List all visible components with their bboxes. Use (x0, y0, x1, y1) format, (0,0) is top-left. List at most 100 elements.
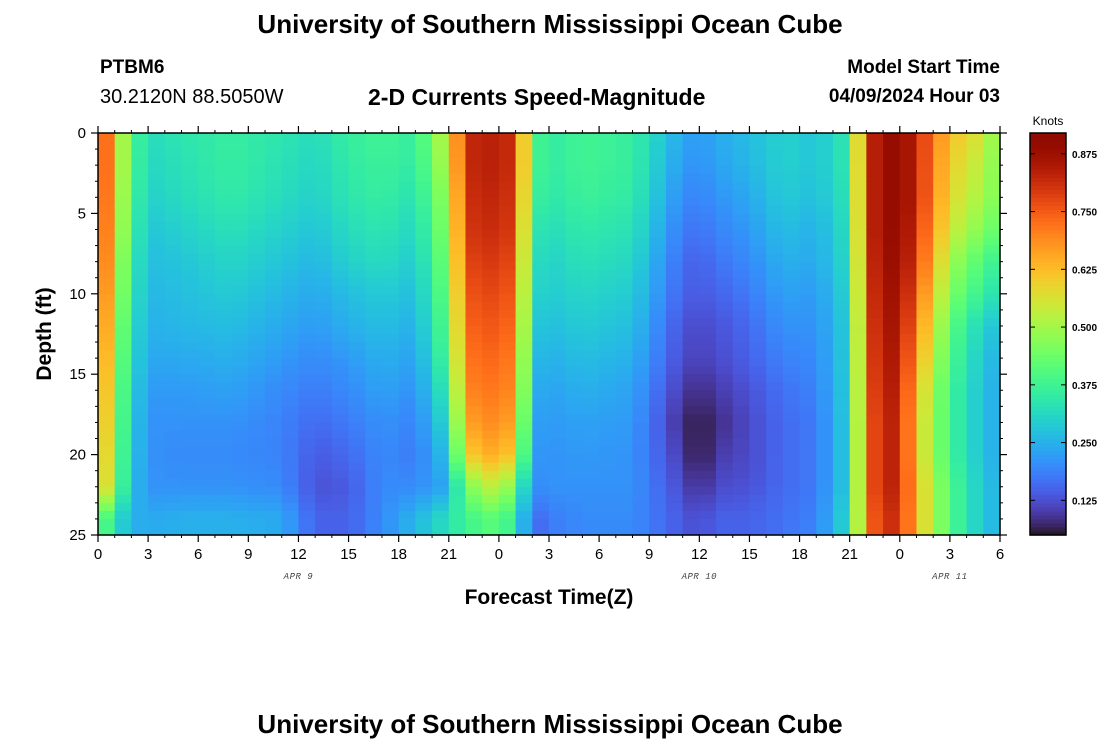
heatmap-cell (565, 502, 583, 512)
y-tick-label: 5 (78, 205, 86, 222)
heatmap-cell (415, 334, 433, 343)
heatmap-cell (482, 438, 500, 448)
heatmap-cell (549, 197, 567, 206)
heatmap-cell (899, 181, 918, 190)
heatmap-cell (716, 253, 734, 263)
heatmap-cell (933, 317, 951, 327)
heatmap-cell (231, 334, 249, 343)
heatmap-cell (448, 454, 467, 464)
heatmap-cell (699, 245, 717, 255)
heatmap-cell (532, 422, 550, 432)
heatmap-cell (983, 446, 1001, 456)
heatmap-cell (565, 358, 583, 367)
heatmap-cell (214, 149, 233, 158)
heatmap-cell (164, 382, 183, 391)
heatmap-cell (615, 510, 634, 520)
heatmap-cell (532, 173, 550, 182)
heatmap-cell (348, 165, 366, 174)
heatmap-cell (265, 301, 283, 311)
heatmap-cell (398, 317, 416, 327)
heatmap-cell (465, 157, 483, 166)
heatmap-cell (114, 325, 132, 335)
heatmap-cell (799, 173, 817, 182)
heatmap-cell (281, 173, 300, 182)
heatmap-cell (799, 374, 817, 383)
heatmap-cell (432, 454, 450, 464)
heatmap-cell (665, 366, 684, 375)
heatmap-cell (949, 205, 968, 214)
heatmap-cell (448, 398, 467, 407)
heatmap-cell (933, 430, 951, 440)
heatmap-cell (298, 486, 316, 496)
heatmap-cell (782, 398, 801, 407)
heatmap-cell (148, 237, 166, 247)
heatmap-cell (966, 366, 984, 375)
x-tick-label: 0 (896, 546, 904, 563)
heatmap-cell (866, 221, 884, 231)
heatmap-cell (916, 213, 934, 223)
heatmap-cell (716, 446, 734, 456)
heatmap-cell (348, 301, 366, 311)
colorbar-swatch (1030, 494, 1066, 500)
heatmap-cell (315, 293, 333, 303)
heatmap-cell (114, 382, 132, 391)
heatmap-cell (398, 157, 416, 166)
heatmap-cell (916, 390, 934, 399)
heatmap-cell (565, 518, 583, 528)
heatmap-cell (799, 430, 817, 440)
heatmap-cell (632, 181, 650, 190)
heatmap-cell (348, 526, 366, 536)
heatmap-cell (298, 358, 316, 367)
heatmap-cell (198, 293, 216, 303)
heatmap-cell (381, 221, 400, 231)
heatmap-cell (649, 406, 667, 415)
heatmap-cell (265, 510, 283, 520)
heatmap-cell (582, 398, 600, 407)
heatmap-cell (398, 197, 416, 206)
heatmap-cell (816, 350, 834, 359)
heatmap-cell (649, 213, 667, 223)
heatmap-cell (615, 446, 634, 456)
heatmap-cell (331, 414, 350, 424)
heatmap-cell (131, 358, 149, 367)
heatmap-cell (181, 390, 199, 399)
heatmap-cell (398, 213, 416, 223)
heatmap-cell (983, 269, 1001, 279)
heatmap-cell (131, 390, 149, 399)
heatmap-cell (716, 390, 734, 399)
heatmap-cell (549, 366, 567, 375)
heatmap-cell (716, 526, 734, 536)
heatmap-cell (883, 133, 901, 142)
heatmap-cell (816, 141, 834, 150)
heatmap-cell (164, 189, 183, 198)
heatmap-cell (498, 422, 517, 432)
heatmap-cell (866, 181, 884, 190)
heatmap-cell (148, 518, 166, 528)
heatmap-cell (849, 173, 867, 182)
heatmap-cell (665, 285, 684, 295)
heatmap-cell (866, 133, 884, 142)
heatmap-cell (348, 277, 366, 287)
heatmap-cell (214, 422, 233, 432)
heatmap-cell (849, 293, 867, 303)
heatmap-cell (766, 157, 784, 166)
heatmap-cell (916, 317, 934, 327)
colorbar-swatch (1030, 229, 1066, 235)
heatmap-cell (549, 269, 567, 279)
heatmap-cell (649, 438, 667, 448)
heatmap-cell (482, 149, 500, 158)
heatmap-cell (966, 157, 984, 166)
heatmap-cell (565, 221, 583, 231)
heatmap-cell (966, 149, 984, 158)
heatmap-cell (749, 526, 767, 536)
heatmap-cell (198, 269, 216, 279)
heatmap-cell (549, 237, 567, 247)
heatmap-cell (281, 462, 300, 472)
heatmap-cell (381, 325, 400, 335)
heatmap-cell (599, 414, 617, 424)
heatmap-cell (498, 374, 517, 383)
heatmap-cell (782, 189, 801, 198)
heatmap-cell (515, 157, 533, 166)
heatmap-cell (281, 317, 300, 327)
heatmap-cell (732, 478, 751, 488)
